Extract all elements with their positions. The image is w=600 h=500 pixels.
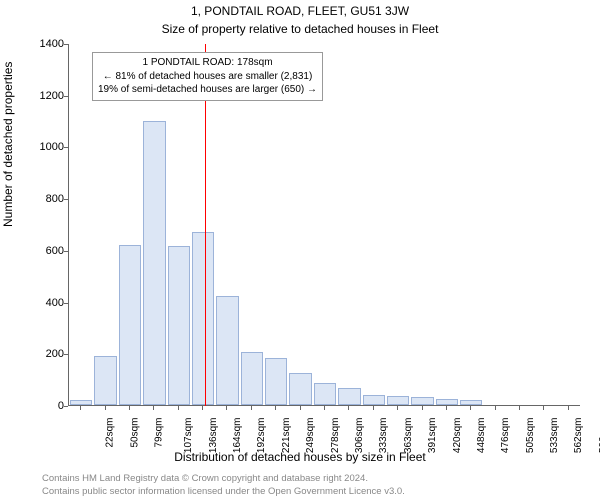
- histogram-bar: [387, 396, 409, 405]
- footer-text: Contains HM Land Registry data © Crown c…: [42, 473, 405, 498]
- y-tick-label: 800: [24, 193, 64, 205]
- x-tick: [543, 406, 544, 410]
- x-tick-label: 22sqm: [105, 418, 116, 448]
- x-tick-label: 306sqm: [354, 418, 365, 454]
- y-tick-label: 1000: [24, 141, 64, 153]
- x-tick: [275, 406, 276, 410]
- footer-line1: Contains HM Land Registry data © Crown c…: [42, 473, 405, 485]
- x-tick-label: 505sqm: [525, 418, 536, 454]
- histogram-bar: [70, 400, 92, 405]
- histogram-bar: [265, 358, 287, 405]
- y-tick-label: 200: [24, 348, 64, 360]
- x-tick: [324, 406, 325, 410]
- x-tick-label: 333sqm: [378, 418, 389, 454]
- x-tick: [348, 406, 349, 410]
- histogram-bar: [241, 352, 263, 405]
- histogram-bar: [460, 400, 482, 405]
- x-tick: [397, 406, 398, 410]
- annotation-line2: ← 81% of detached houses are smaller (2,…: [98, 70, 317, 84]
- x-tick-label: 476sqm: [500, 418, 511, 454]
- x-tick-label: 107sqm: [183, 418, 194, 454]
- histogram-bar: [338, 388, 360, 405]
- histogram-bar: [143, 121, 165, 405]
- x-tick: [568, 406, 569, 410]
- x-tick-label: 533sqm: [549, 418, 560, 454]
- histogram-bar: [216, 296, 238, 405]
- x-tick: [226, 406, 227, 410]
- x-tick-label: 164sqm: [232, 418, 243, 454]
- x-tick: [495, 406, 496, 410]
- chart-subtitle: Size of property relative to detached ho…: [0, 22, 600, 36]
- histogram-bar: [411, 397, 433, 405]
- x-tick: [300, 406, 301, 410]
- histogram-bar: [363, 395, 385, 405]
- annotation-line1: 1 PONDTAIL ROAD: 178sqm: [98, 56, 317, 70]
- histogram-bar: [436, 399, 458, 405]
- y-tick-label: 400: [24, 297, 64, 309]
- x-tick: [153, 406, 154, 410]
- x-tick-label: 192sqm: [257, 418, 268, 454]
- x-tick-label: 79sqm: [153, 418, 164, 448]
- x-tick: [251, 406, 252, 410]
- x-tick: [129, 406, 130, 410]
- y-axis-title: Number of detached properties: [1, 62, 15, 227]
- x-tick: [80, 406, 81, 410]
- y-tick-label: 0: [24, 400, 64, 412]
- chart-container: 1, PONDTAIL ROAD, FLEET, GU51 3JW Size o…: [0, 0, 600, 500]
- histogram-bar: [289, 373, 311, 405]
- x-tick: [373, 406, 374, 410]
- annotation-line3: 19% of semi-detached houses are larger (…: [98, 83, 317, 97]
- y-tick: [64, 406, 68, 407]
- histogram-bar: [168, 246, 190, 405]
- y-tick-label: 1400: [24, 38, 64, 50]
- x-tick: [422, 406, 423, 410]
- x-tick-label: 278sqm: [330, 418, 341, 454]
- x-tick: [178, 406, 179, 410]
- x-tick-label: 136sqm: [208, 418, 219, 454]
- x-tick-label: 391sqm: [427, 418, 438, 454]
- x-tick: [519, 406, 520, 410]
- x-tick-label: 363sqm: [403, 418, 414, 454]
- x-tick: [105, 406, 106, 410]
- x-tick: [446, 406, 447, 410]
- x-axis-title: Distribution of detached houses by size …: [0, 450, 600, 464]
- x-tick: [202, 406, 203, 410]
- x-tick-label: 221sqm: [281, 418, 292, 454]
- annotation-box: 1 PONDTAIL ROAD: 178sqm ← 81% of detache…: [92, 52, 323, 101]
- histogram-bar: [192, 232, 214, 405]
- x-tick-label: 448sqm: [476, 418, 487, 454]
- x-tick-label: 562sqm: [574, 418, 585, 454]
- y-tick-label: 600: [24, 245, 64, 257]
- histogram-bar: [119, 245, 141, 405]
- histogram-bar: [314, 383, 336, 405]
- chart-title: 1, PONDTAIL ROAD, FLEET, GU51 3JW: [0, 4, 600, 18]
- histogram-bar: [94, 356, 116, 405]
- footer-line2: Contains public sector information licen…: [42, 486, 405, 498]
- x-tick-label: 249sqm: [305, 418, 316, 454]
- x-tick-label: 420sqm: [452, 418, 463, 454]
- y-tick-label: 1200: [24, 90, 64, 102]
- x-tick-label: 50sqm: [129, 418, 140, 448]
- x-tick: [470, 406, 471, 410]
